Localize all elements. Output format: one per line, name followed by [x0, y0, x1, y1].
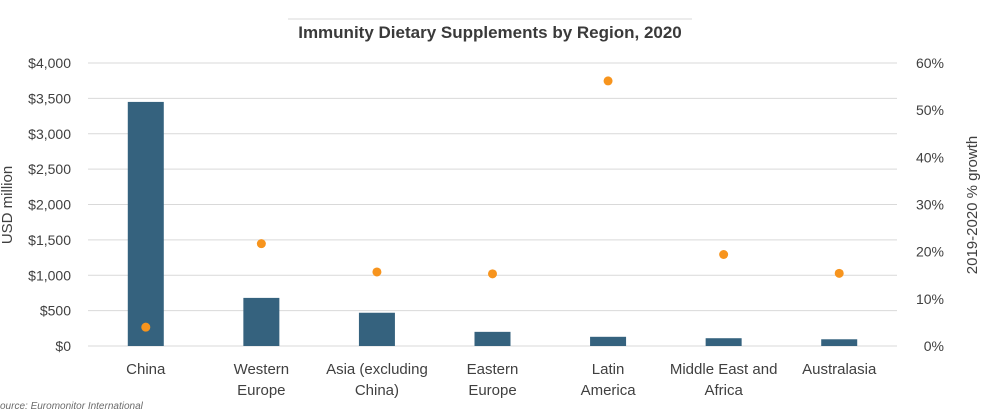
category-label: Asia (excluding China) [326, 361, 428, 399]
category-label: Middle East and Africa [670, 361, 778, 399]
category-label-line: China [126, 361, 166, 378]
y2-tick-label: 30% [916, 197, 944, 213]
y2-tick-label: 40% [916, 149, 944, 165]
category-label-line: Middle East and [670, 361, 778, 378]
y2-tick-label: 60% [916, 55, 944, 71]
y-tick-label: $3,500 [28, 90, 71, 106]
y-axis-title: USD million [0, 166, 16, 244]
source-note: ource: Euromonitor International [0, 401, 144, 412]
y-tick-label: $3,000 [28, 126, 71, 142]
y2-tick-label: 50% [916, 102, 944, 118]
growth-point [603, 76, 613, 86]
bar [705, 338, 742, 346]
y-tick-label: $4,000 [28, 55, 71, 71]
bars [127, 101, 858, 346]
y2-tick-label: 0% [924, 338, 944, 354]
y-tick-label: $1,500 [28, 232, 71, 248]
y-tick-label: $0 [55, 338, 71, 354]
y-tick-label: $500 [40, 303, 71, 319]
growth-point [488, 269, 497, 279]
growth-point [256, 239, 266, 249]
y2-tick-label: 10% [916, 291, 944, 307]
y-tick-label: $1,000 [28, 267, 71, 283]
category-labels: China Western Europe Asia (excluding China) E… [126, 361, 877, 399]
right-axis-ticks: 0% 10% 20% 30% 40% 50% 60% [916, 55, 944, 354]
left-axis-ticks: $0 $500 $1,000 $1,500 $2,000 $2,500 $3,000 $3,5… [28, 55, 71, 354]
y-tick-label: $2,000 [28, 197, 71, 213]
category-label: Australasia [802, 361, 877, 378]
growth-points [141, 76, 844, 332]
category-label-line: America [581, 382, 637, 399]
chart-title: Immunity Dietary Supplements by Region, … [298, 23, 682, 42]
category-label: Latin America [581, 361, 637, 399]
category-label: China [126, 361, 166, 378]
category-label-line: Asia (excluding [326, 361, 428, 378]
y2-axis-title: 2019-2020 % growth [964, 136, 981, 274]
bar [590, 336, 627, 346]
category-label-line: China) [355, 382, 399, 399]
growth-point [141, 322, 151, 332]
bar [474, 331, 511, 346]
category-label-line: Western [234, 361, 290, 378]
y2-tick-label: 20% [916, 244, 944, 260]
gridlines [88, 62, 897, 347]
category-label-line: Eastern [467, 361, 519, 378]
category-label-line: Europe [468, 382, 516, 399]
bar [821, 339, 858, 346]
category-label: Western Europe [234, 361, 290, 399]
category-label: Eastern Europe [467, 361, 519, 399]
category-label-line: Australasia [802, 361, 877, 378]
bar [358, 312, 395, 346]
growth-point [372, 267, 382, 277]
category-label-line: Europe [237, 382, 285, 399]
y-tick-label: $2,500 [28, 161, 71, 177]
category-label-line: Latin [592, 361, 625, 378]
category-label-line: Africa [704, 382, 743, 399]
bar [243, 297, 280, 346]
bar [127, 101, 164, 346]
growth-point [719, 249, 729, 259]
growth-point [834, 268, 844, 278]
